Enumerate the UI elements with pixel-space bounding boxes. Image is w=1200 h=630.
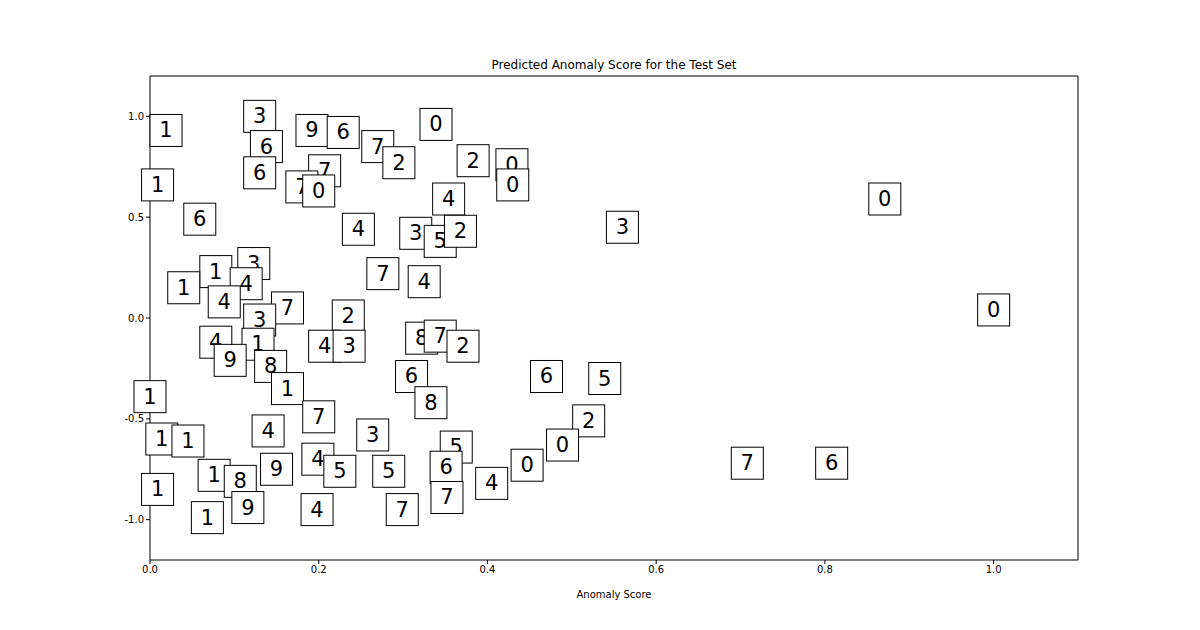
- svg-text:6: 6: [337, 120, 350, 144]
- svg-text:1: 1: [207, 463, 220, 487]
- svg-text:3: 3: [253, 308, 267, 332]
- svg-text:1: 1: [281, 377, 294, 401]
- svg-text:8: 8: [264, 354, 278, 379]
- svg-text:2: 2: [454, 219, 467, 243]
- svg-text:4: 4: [311, 447, 324, 471]
- svg-text:2: 2: [466, 149, 479, 173]
- svg-text:7: 7: [371, 134, 385, 159]
- svg-text:8: 8: [424, 391, 437, 415]
- svg-text:0: 0: [312, 179, 325, 203]
- svg-text:7: 7: [317, 158, 332, 183]
- html-text:Predicted Anomaly Score for th: Predicted Anomaly Score for the Test Set: [491, 58, 737, 72]
- svg-text:Anomaly Score: Anomaly Score: [576, 589, 651, 600]
- svg-text:1: 1: [209, 260, 222, 284]
- svg-text:0.2: 0.2: [311, 564, 327, 575]
- svg-text:9: 9: [223, 348, 236, 372]
- svg-text:0: 0: [878, 187, 891, 211]
- svg-text:6: 6: [439, 455, 452, 479]
- svg-text:4: 4: [209, 330, 223, 355]
- svg-text:2: 2: [342, 304, 355, 328]
- svg-text:0.0: 0.0: [128, 313, 144, 324]
- svg-text:7: 7: [434, 324, 447, 348]
- svg-text:3: 3: [366, 423, 379, 447]
- svg-text:0: 0: [987, 298, 1000, 322]
- svg-text:4: 4: [318, 334, 331, 358]
- svg-text:4: 4: [261, 419, 274, 443]
- svg-text:3: 3: [253, 104, 266, 128]
- svg-text:9: 9: [305, 118, 318, 142]
- svg-text:5: 5: [433, 229, 447, 254]
- svg-text:0.0: 0.0: [142, 564, 158, 575]
- svg-text:5: 5: [598, 367, 611, 391]
- svg-text:7: 7: [281, 296, 294, 320]
- svg-text:7: 7: [396, 498, 409, 522]
- svg-text:6: 6: [253, 161, 266, 185]
- svg-text:9: 9: [270, 457, 283, 481]
- svg-text:1: 1: [155, 427, 168, 451]
- svg-text:0: 0: [556, 433, 569, 457]
- svg-text:3: 3: [247, 251, 261, 276]
- svg-text:7: 7: [312, 405, 325, 429]
- svg-text:7: 7: [376, 262, 389, 286]
- svg-text:6: 6: [540, 364, 553, 388]
- svg-text:1: 1: [201, 506, 214, 530]
- svg-text:1: 1: [181, 429, 194, 453]
- svg-text:1.0: 1.0: [986, 564, 1002, 575]
- svg-text:-1.0: -1.0: [124, 514, 144, 525]
- svg-text:0: 0: [520, 453, 533, 477]
- svg-text:4: 4: [485, 471, 498, 495]
- svg-text:6: 6: [825, 451, 838, 475]
- svg-text:4: 4: [417, 270, 430, 294]
- svg-text:-0.5: -0.5: [124, 413, 144, 424]
- svg-text:5: 5: [449, 435, 463, 460]
- svg-text:0.8: 0.8: [817, 564, 833, 575]
- svg-text:6: 6: [193, 207, 206, 231]
- svg-text:5: 5: [382, 459, 395, 483]
- svg-text:0: 0: [429, 112, 442, 136]
- svg-text:1: 1: [159, 118, 172, 142]
- svg-text:2: 2: [456, 334, 469, 358]
- svg-text:5: 5: [333, 459, 346, 483]
- svg-text:4: 4: [218, 290, 231, 314]
- svg-text:7: 7: [741, 451, 754, 475]
- svg-text:0.6: 0.6: [648, 564, 664, 575]
- svg-text:8: 8: [234, 469, 247, 493]
- svg-text:7: 7: [440, 485, 453, 509]
- svg-text:1: 1: [251, 332, 265, 357]
- svg-text:2: 2: [392, 151, 405, 175]
- svg-text:4: 4: [352, 217, 365, 241]
- svg-text:3: 3: [342, 334, 355, 358]
- svg-text:3: 3: [409, 221, 422, 245]
- svg-text:0: 0: [505, 152, 519, 177]
- svg-text:8: 8: [415, 326, 429, 351]
- svg-text:7: 7: [295, 174, 309, 199]
- svg-text:1: 1: [151, 477, 164, 501]
- svg-text:4: 4: [310, 498, 323, 522]
- svg-text:4: 4: [442, 187, 455, 211]
- svg-text:9: 9: [241, 496, 254, 520]
- svg-text:6: 6: [405, 364, 418, 388]
- svg-text:0.5: 0.5: [128, 212, 144, 223]
- svg-text:6: 6: [260, 135, 273, 159]
- svg-text:0.4: 0.4: [480, 564, 496, 575]
- svg-text:1: 1: [177, 276, 190, 300]
- svg-text:2: 2: [582, 409, 595, 433]
- svg-text:1: 1: [151, 173, 164, 197]
- svg-text:0: 0: [506, 173, 519, 197]
- svg-text:1: 1: [143, 385, 156, 409]
- svg-text:1.0: 1.0: [128, 111, 144, 122]
- svg-text:4: 4: [239, 272, 252, 296]
- svg-text:3: 3: [616, 215, 629, 239]
